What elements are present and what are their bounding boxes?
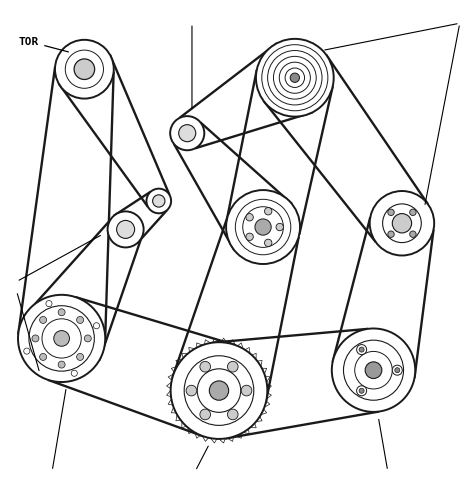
Circle shape: [108, 212, 144, 247]
Circle shape: [395, 368, 400, 373]
Circle shape: [46, 301, 52, 307]
Circle shape: [18, 295, 105, 382]
Circle shape: [170, 116, 204, 150]
Circle shape: [24, 348, 30, 354]
Circle shape: [146, 188, 171, 214]
Circle shape: [290, 73, 300, 82]
Circle shape: [370, 191, 434, 255]
Circle shape: [74, 59, 95, 80]
Circle shape: [359, 388, 364, 393]
Circle shape: [359, 347, 364, 352]
Circle shape: [84, 335, 91, 342]
Circle shape: [77, 316, 83, 323]
Circle shape: [77, 353, 83, 361]
Circle shape: [93, 323, 100, 329]
Circle shape: [332, 329, 415, 412]
Circle shape: [256, 39, 334, 117]
Circle shape: [228, 409, 238, 420]
Circle shape: [255, 219, 271, 235]
Circle shape: [365, 362, 382, 378]
Circle shape: [55, 40, 114, 98]
Circle shape: [179, 124, 196, 142]
Circle shape: [40, 316, 46, 323]
Circle shape: [410, 231, 416, 238]
Circle shape: [58, 309, 65, 316]
Circle shape: [200, 409, 210, 420]
Circle shape: [388, 231, 394, 238]
Circle shape: [228, 362, 238, 372]
Text: TOR: TOR: [19, 36, 68, 52]
Circle shape: [356, 386, 366, 396]
Circle shape: [58, 361, 65, 368]
Circle shape: [54, 331, 70, 346]
Circle shape: [264, 208, 272, 215]
Circle shape: [40, 353, 46, 361]
Circle shape: [226, 190, 300, 264]
Circle shape: [32, 335, 39, 342]
Circle shape: [246, 233, 253, 241]
Circle shape: [200, 362, 210, 372]
Circle shape: [117, 220, 135, 239]
Circle shape: [153, 195, 165, 207]
Circle shape: [410, 209, 416, 215]
Circle shape: [171, 342, 267, 439]
Circle shape: [276, 223, 283, 231]
Circle shape: [210, 381, 228, 400]
Circle shape: [392, 365, 402, 375]
Circle shape: [356, 344, 366, 355]
Circle shape: [241, 385, 252, 396]
Circle shape: [392, 214, 411, 233]
Circle shape: [246, 214, 253, 221]
Circle shape: [264, 239, 272, 246]
Circle shape: [388, 209, 394, 215]
Circle shape: [71, 370, 77, 376]
Circle shape: [186, 385, 197, 396]
